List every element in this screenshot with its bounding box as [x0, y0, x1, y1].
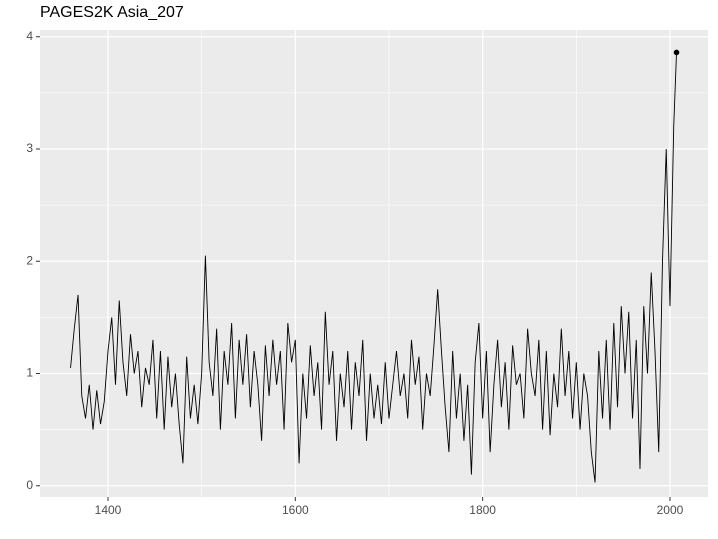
y-tick-label: 0	[26, 478, 33, 492]
x-tick-label: 1600	[282, 503, 309, 517]
y-tick-label: 4	[26, 29, 33, 43]
x-tick-label: 1800	[469, 503, 496, 517]
grid	[40, 30, 708, 497]
y-tick-label: 3	[26, 141, 33, 155]
y-tick-label: 2	[26, 253, 33, 267]
plot-panel	[40, 30, 708, 497]
chart-title: PAGES2K Asia_207	[40, 4, 184, 21]
x-tick-label: 2000	[657, 503, 684, 517]
x-tick-label: 1400	[95, 503, 122, 517]
end-point	[673, 49, 680, 56]
marks	[70, 49, 680, 483]
data-line	[70, 52, 677, 483]
y-tick-label: 1	[26, 366, 33, 380]
